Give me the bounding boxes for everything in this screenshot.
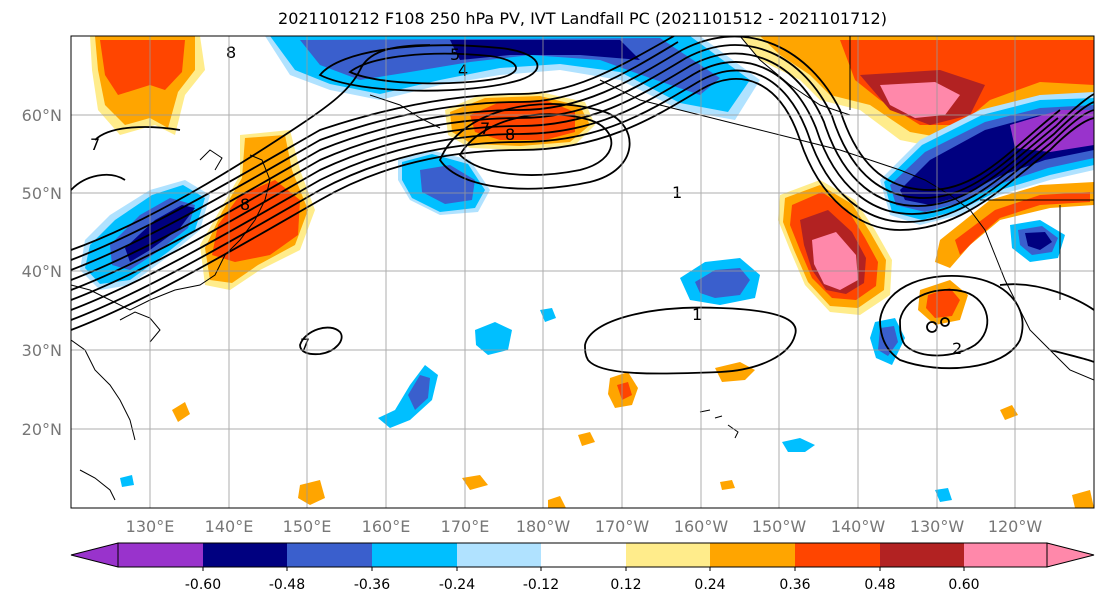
colorbar-tick-label-5: -0.12	[523, 577, 559, 593]
contour-label-1: 8	[226, 43, 236, 62]
colorbar-tick-label-3: -0.36	[354, 577, 390, 593]
lat-label-30n: 30°N	[22, 341, 62, 360]
colorbar-segment-5	[457, 543, 541, 567]
lon-label-160e: 160°E	[362, 517, 411, 536]
contour-label-7: 7	[90, 135, 100, 154]
colorbar-tick-label-10: 0.60	[948, 577, 979, 593]
map-title: 2021101212 F108 250 hPa PV, IVT Landfall…	[278, 9, 887, 28]
lat-label-60n: 60°N	[22, 106, 62, 125]
colorbar-segment-8	[710, 543, 795, 567]
colorbar-frame	[117, 542, 1048, 568]
colorbar-segment-6	[541, 543, 626, 567]
lon-label-160w: 160°W	[674, 517, 729, 536]
longitude-labels: 130°E 140°E 150°E 160°E 170°E 180°W 170°…	[126, 517, 1043, 536]
contour-label-2: 5	[450, 45, 460, 64]
colorbar-tick-label-2: -0.48	[269, 577, 305, 593]
lat-label-40n: 40°N	[22, 262, 62, 281]
latitude-labels: 60°N 50°N 40°N 30°N 20°N	[22, 106, 62, 439]
colorbar-tick-label-7: 0.24	[694, 577, 725, 593]
lon-label-170w: 170°W	[595, 517, 650, 536]
lon-label-140e: 140°E	[205, 517, 254, 536]
colorbar-segment-9	[795, 543, 880, 567]
contour-label-5: 7	[480, 119, 490, 138]
lat-label-50n: 50°N	[22, 184, 62, 203]
colorbar-ticks	[202, 567, 965, 571]
colorbar-segment-1	[118, 543, 203, 567]
colorbar-segment-7	[626, 543, 710, 567]
colorbar-segment-2	[203, 543, 287, 567]
ivt-contours	[71, 36, 1094, 375]
map-content: 8 5 4 8 7 1 7 1 2 7 8	[71, 36, 1094, 508]
colorbar-segment-4	[372, 543, 457, 567]
gridlines	[71, 36, 1094, 508]
lon-label-130w: 130°W	[910, 517, 965, 536]
contour-label-3: 4	[458, 61, 468, 80]
colorbar-segment-12	[1046, 542, 1095, 568]
lon-label-130e: 130°E	[126, 517, 175, 536]
colorbar-tick-labels: -0.60 -0.48 -0.36 -0.24 -0.12 0.12 0.24 …	[185, 577, 980, 593]
contour-label-10: 7	[300, 335, 310, 354]
colorbar-tick-label-8: 0.36	[779, 577, 810, 593]
colorbar: -0.60 -0.48 -0.36 -0.24 -0.12 0.12 0.24 …	[70, 542, 1095, 593]
lon-label-170e: 170°E	[441, 517, 490, 536]
colorbar-segment-11	[964, 543, 1047, 567]
map-frame	[70, 35, 1095, 509]
lon-label-150e: 150°E	[283, 517, 332, 536]
lon-label-150w: 150°W	[752, 517, 807, 536]
colorbar-tick-label-9: 0.48	[864, 577, 895, 593]
colorbar-tick-label-4: -0.24	[439, 577, 475, 593]
colorbar-tick-label-1: -0.60	[185, 577, 221, 593]
colorbar-tick-label-6: 0.12	[610, 577, 641, 593]
contour-label-11: 8	[240, 195, 250, 214]
colorbar-segment-10	[880, 543, 964, 567]
colorbar-segment-3	[287, 543, 372, 567]
lat-label-20n: 20°N	[22, 420, 62, 439]
lon-label-180w: 180°W	[516, 517, 571, 536]
lon-label-120w: 120°W	[988, 517, 1043, 536]
contour-label-8: 1	[692, 305, 702, 324]
contour-label-4: 8	[505, 125, 515, 144]
contour-label-9: 2	[952, 339, 962, 358]
lon-label-140w: 140°W	[831, 517, 886, 536]
colorbar-segment-0	[70, 542, 119, 568]
